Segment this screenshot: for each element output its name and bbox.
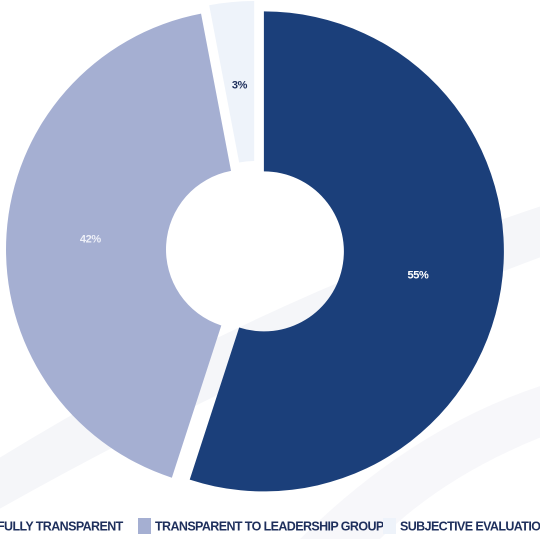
legend-label: FULLY TRANSPARENT — [0, 519, 124, 533]
pie-slice — [209, 1, 255, 163]
legend-label: SUBJECTIVE EVALUATION — [400, 519, 540, 533]
data-label: 42% — [80, 234, 101, 246]
pie-slice — [6, 13, 232, 478]
legend-label: TRANSPARENT TO LEADERSHIP GROUP — [155, 519, 384, 533]
background-swoosh — [300, 386, 540, 539]
pie-slice — [189, 11, 504, 492]
data-label: 3% — [232, 80, 248, 92]
legend-swatch — [138, 518, 151, 534]
data-label: 55% — [408, 270, 429, 282]
legend-swatch — [383, 518, 396, 534]
